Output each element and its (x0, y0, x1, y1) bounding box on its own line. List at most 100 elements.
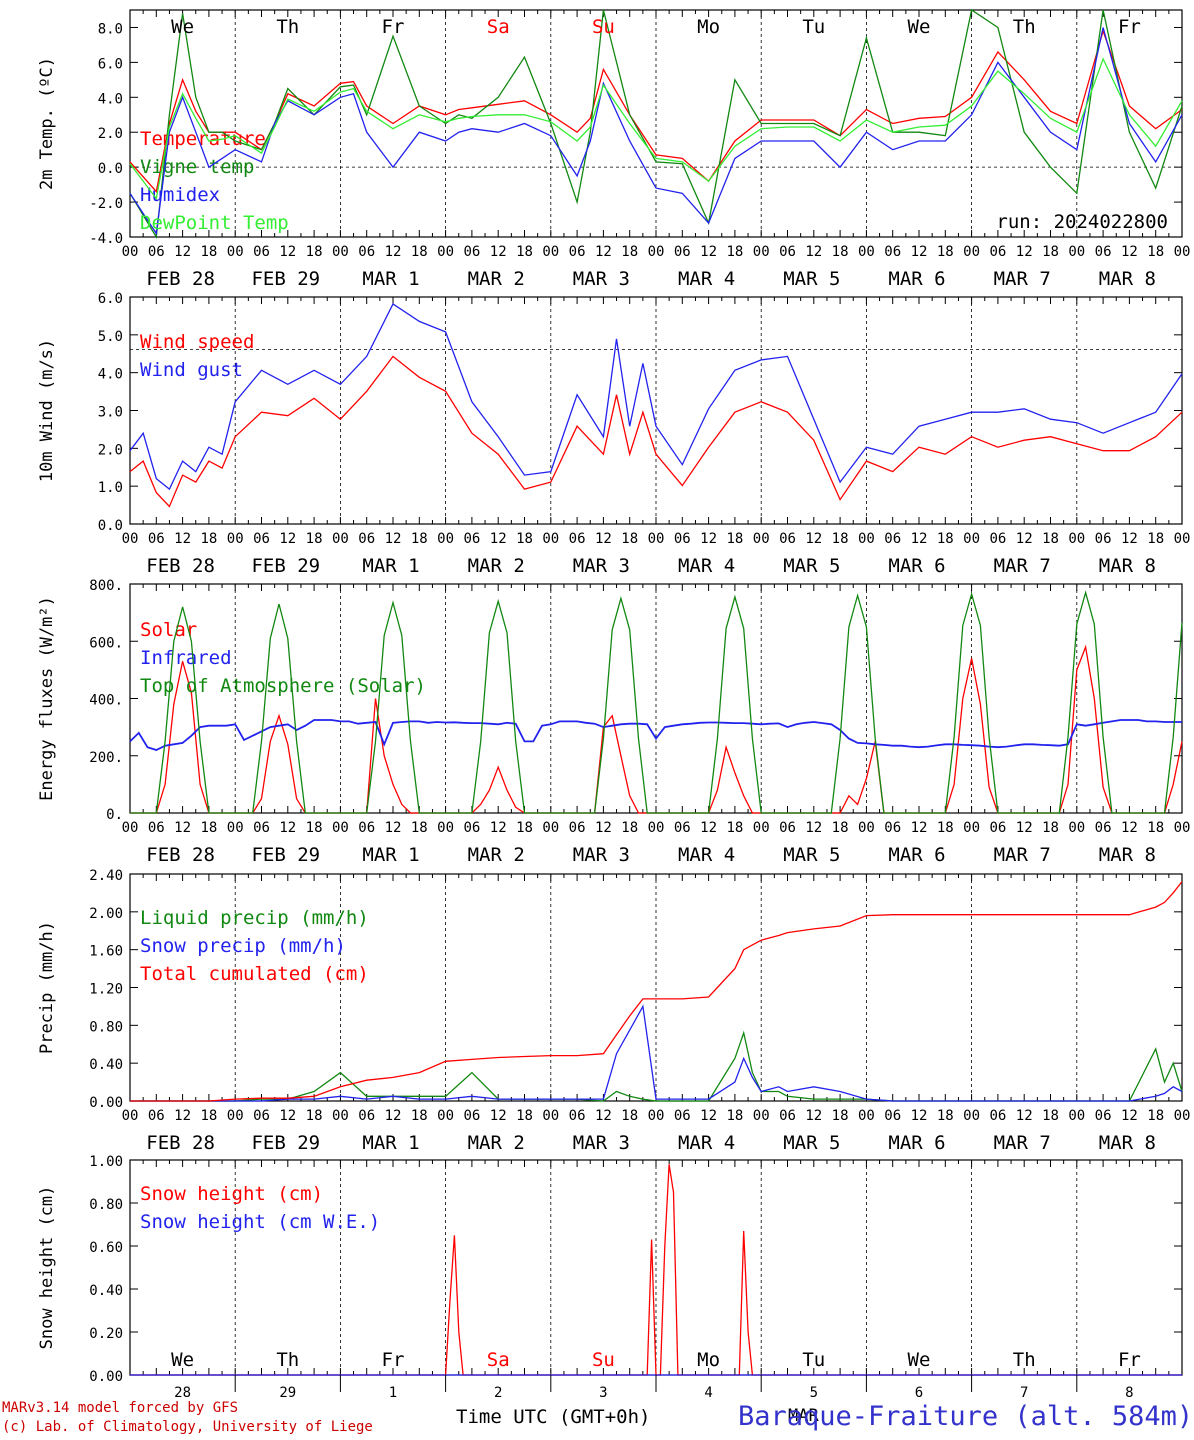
day-label: Th (1013, 16, 1036, 38)
x-hour-label: 00 (963, 531, 980, 547)
x-hour-label: 12 (595, 531, 612, 547)
x-hour-label: 00 (648, 531, 665, 547)
y-tick-label: 1.20 (89, 982, 123, 998)
x-date-label: MAR 4 (678, 268, 735, 290)
x-date-label: MAR 4 (678, 555, 735, 577)
y-tick-label: 0.00 (89, 1095, 123, 1111)
x-hour-label: 00 (963, 244, 980, 260)
x-hour-label: 12 (1016, 531, 1033, 547)
x-hour-label: 00 (858, 531, 875, 547)
x-hour-label: 06 (989, 1108, 1006, 1124)
x-hour-label: 00 (858, 244, 875, 260)
series-line-1 (129, 303, 1183, 491)
x-hour-label: 00 (753, 531, 770, 547)
x-hour-label: 00 (1174, 820, 1191, 836)
x-hour-label: 00 (1068, 1108, 1085, 1124)
y-tick-label: 0.80 (89, 1019, 123, 1035)
day-label: We (171, 1349, 194, 1371)
y-tick-label: 0.40 (89, 1057, 123, 1073)
x-hour-label: 06 (674, 244, 691, 260)
x-hour-label: 00 (1068, 820, 1085, 836)
x-hour-label: 18 (200, 244, 217, 260)
x-date-label: MAR 5 (783, 555, 840, 577)
day-label: Th (276, 1349, 299, 1371)
x-hour-label: 12 (1121, 1108, 1138, 1124)
x-date-label: MAR 5 (783, 268, 840, 290)
x-hour-label: 12 (279, 244, 296, 260)
x-hour-label: 06 (674, 1108, 691, 1124)
series-line-0 (129, 355, 1183, 508)
x-hour-label: 18 (726, 820, 743, 836)
x-date-label: MAR 2 (468, 1132, 525, 1154)
x-hour-label: 12 (174, 1108, 191, 1124)
x-hour-label: 12 (279, 1108, 296, 1124)
x-date-label: MAR 8 (1099, 844, 1156, 866)
x-date-label: MAR 5 (783, 1132, 840, 1154)
x-hour-label: 00 (332, 820, 349, 836)
legend-entry: Infrared (140, 647, 232, 669)
x-hour-label: 12 (174, 820, 191, 836)
x-hour-label: 12 (595, 820, 612, 836)
x-hour-label: 06 (569, 531, 586, 547)
x-hour-label: 06 (463, 820, 480, 836)
x-hour-label: 00 (858, 820, 875, 836)
x-date-label: FEB 29 (251, 1132, 320, 1154)
x-hour-label: 12 (700, 531, 717, 547)
x-hour-label: 18 (832, 1108, 849, 1124)
x-hour-label: 00 (437, 1108, 454, 1124)
legend-entry: Liquid precip (mm/h) (140, 907, 369, 929)
legend-entry: Vigne temp (140, 156, 254, 178)
y-tick-label: 0.20 (89, 1326, 123, 1342)
y-tick-label: 1.60 (89, 944, 123, 960)
series-line-2 (129, 27, 1183, 236)
x-hour-label: 18 (937, 1108, 954, 1124)
x-hour-label: 18 (832, 820, 849, 836)
x-date-label: FEB 28 (146, 1132, 215, 1154)
x-hour-label: 06 (884, 820, 901, 836)
model-line: MARv3.14 model forced by GFS (2, 1400, 239, 1416)
x-hour-label: 12 (805, 531, 822, 547)
model-credit: MARv3.14 model forced by GFS (c) Lab. of… (2, 1399, 373, 1437)
y-tick-label: 1.0 (98, 480, 123, 496)
x-hour-label: 12 (700, 820, 717, 836)
y-tick-label: 0. (106, 807, 123, 823)
x-date-label: MAR 8 (1099, 268, 1156, 290)
credit-line: (c) Lab. of Climatology, University of L… (2, 1419, 373, 1435)
y-tick-label: 800. (89, 578, 123, 594)
day-label: Fr (382, 16, 405, 38)
x-hour-label: 18 (937, 531, 954, 547)
x-hour-label: 00 (227, 244, 244, 260)
x-date-label: MAR 5 (783, 844, 840, 866)
legend-entry: Snow precip (mm/h) (140, 935, 346, 957)
x-hour-label: 18 (200, 531, 217, 547)
x-hour-label: 18 (621, 820, 638, 836)
x-hour-label: 06 (989, 820, 1006, 836)
x-date-label: FEB 28 (146, 844, 215, 866)
x-date-label: MAR 4 (678, 844, 735, 866)
x-hour-label: 00 (542, 820, 559, 836)
x-hour-label: 12 (1121, 820, 1138, 836)
y-tick-label: 6.0 (98, 56, 123, 72)
legend-entry: Wind gust (140, 359, 243, 381)
x-hour-label: 18 (1042, 1108, 1059, 1124)
x-hour-label: 06 (253, 244, 270, 260)
y-tick-label: 3.0 (98, 405, 123, 421)
x-hour-label: 18 (621, 1108, 638, 1124)
x-hour-label: 00 (122, 244, 139, 260)
x-date-label: MAR 4 (678, 1132, 735, 1154)
x-hour-label: 12 (595, 1108, 612, 1124)
y-tick-label: 5.0 (98, 329, 123, 345)
legend-entry: Snow height (cm W.E.) (140, 1211, 380, 1233)
x-hour-label: 18 (200, 1108, 217, 1124)
x-axis-title: Time UTC (GMT+0h) (456, 1406, 651, 1428)
x-hour-label: 18 (937, 244, 954, 260)
x-date-label: MAR 3 (573, 844, 630, 866)
x-hour-label: 00 (753, 244, 770, 260)
y-tick-label: -2.0 (89, 196, 123, 212)
x-date-label: MAR 6 (888, 844, 945, 866)
x-hour-label: 00 (1174, 531, 1191, 547)
x-hour-label: 06 (463, 244, 480, 260)
y-tick-label: 0.0 (98, 518, 123, 534)
y-tick-label: 0.0 (98, 161, 123, 177)
x-date-label: MAR 6 (888, 1132, 945, 1154)
